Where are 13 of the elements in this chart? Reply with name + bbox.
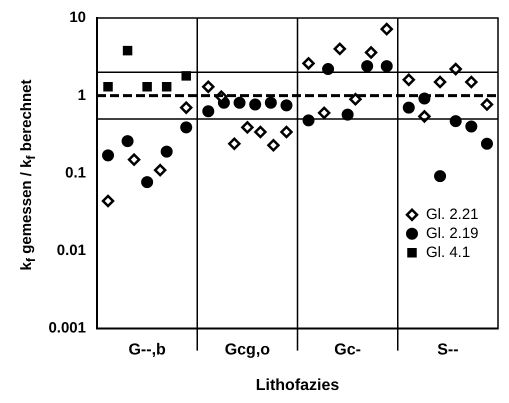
legend-label: Gl. 2.21	[426, 206, 479, 223]
y-tick-label: 0.01	[56, 242, 86, 260]
y-tick-label: 0.001	[48, 320, 86, 337]
y-tick-label: 10	[69, 9, 86, 26]
x-tick-label: Gc-	[334, 342, 361, 359]
y-tick-label: 1	[78, 86, 86, 104]
legend-label: Gl. 2.19	[426, 224, 479, 242]
y-tick-label: 0.1	[65, 164, 86, 182]
x-tick-label: S--	[437, 342, 459, 359]
x-tick-label: Gcg,o	[224, 342, 270, 359]
legend-label: Gl. 4.1	[426, 244, 470, 261]
x-tick-label: G--,b	[128, 342, 166, 359]
x-axis-title: Lithofazies	[256, 376, 340, 394]
